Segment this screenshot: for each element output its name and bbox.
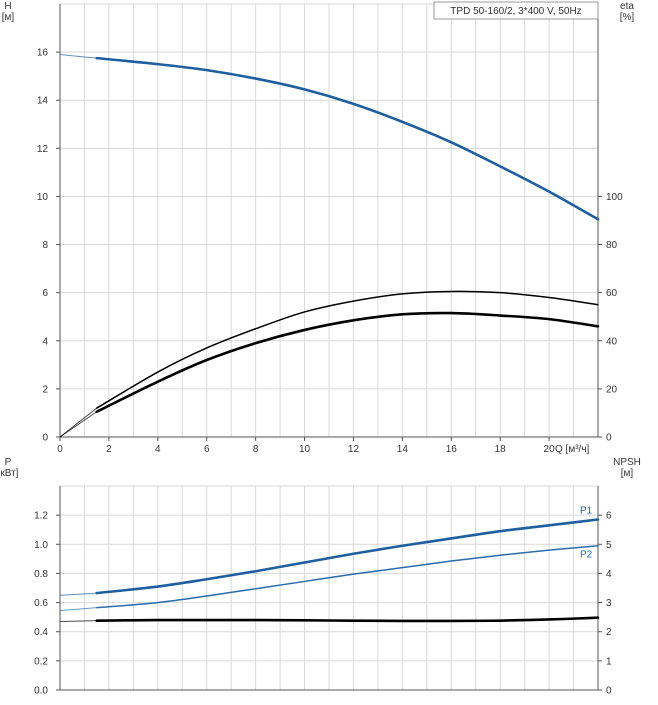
series-line [95,616,600,623]
series-extrapolation [59,411,97,438]
y2-tick-label: 100 [606,192,623,203]
y2-tick-label: 40 [606,336,618,347]
y-tick-label: 12 [37,144,49,155]
y-tick-label: 0.2 [34,656,48,667]
chart-title: TPD 50-160/2, 3*400 V, 50Hz [450,6,581,17]
series-extrapolation [59,592,97,596]
series-line [95,56,600,221]
y2-tick-label: 0 [606,686,612,697]
series-line [95,518,600,595]
series-line [95,290,599,409]
series-extrapolation [59,54,97,59]
y-tick-label: 10 [37,192,49,203]
y-tick-label: 0.6 [34,598,48,609]
y-tick-label: 14 [37,96,49,107]
series-label: P2 [580,550,593,561]
y2-tick-label: 80 [606,240,618,251]
series-line [95,311,600,414]
y-tick-label: 1.2 [34,511,48,522]
y2-tick-label: 20 [606,384,618,395]
x-tick-label: 2 [106,444,112,455]
y-tick-label: 16 [37,48,49,59]
x-tick-label: 6 [204,444,210,455]
x-tick-label: 20 [544,444,556,455]
y-tick-label: 4 [42,336,48,347]
y-tick-label: 8 [42,240,48,251]
y2-tick-label: 6 [606,511,612,522]
y2-axis-label: NPSH [м] [613,457,641,479]
y2-tick-label: 2 [606,627,612,638]
y2-tick-label: 60 [606,288,618,299]
y-tick-label: 0.8 [34,569,48,580]
y-tick-label: 0.0 [34,686,48,697]
y-tick-label: 1.0 [34,540,48,551]
y-axis-label: P[кВт] [0,457,19,479]
x-tick-label: 16 [446,444,458,455]
y-tick-label: 6 [42,288,48,299]
series-extrapolation [59,607,97,612]
x-tick-label: 14 [397,444,409,455]
y2-tick-label: 1 [606,656,612,667]
y-axis-label: H [м] [2,1,15,23]
y2-tick-label: 5 [606,540,612,551]
x-tick-label: 4 [155,444,161,455]
y2-axis-label: eta [%] [620,1,635,23]
y-tick-label: 0 [42,433,48,444]
y2-tick-label: 0 [606,433,612,444]
x-tick-label: 0 [57,444,63,455]
y-tick-label: 2 [42,384,48,395]
y2-tick-label: 4 [606,569,612,580]
title-box [433,1,599,20]
x-tick-label: 8 [253,444,259,455]
series-label: P1 [580,506,593,517]
x-axis-label: Q [м³/ч] [555,444,590,455]
y2-tick-label: 3 [606,598,612,609]
x-tick-label: 12 [348,444,360,455]
series-line [95,544,599,609]
x-tick-label: 18 [495,444,507,455]
x-tick-label: 10 [299,444,311,455]
y-tick-label: 0.4 [34,627,48,638]
series-extrapolation [59,620,97,623]
